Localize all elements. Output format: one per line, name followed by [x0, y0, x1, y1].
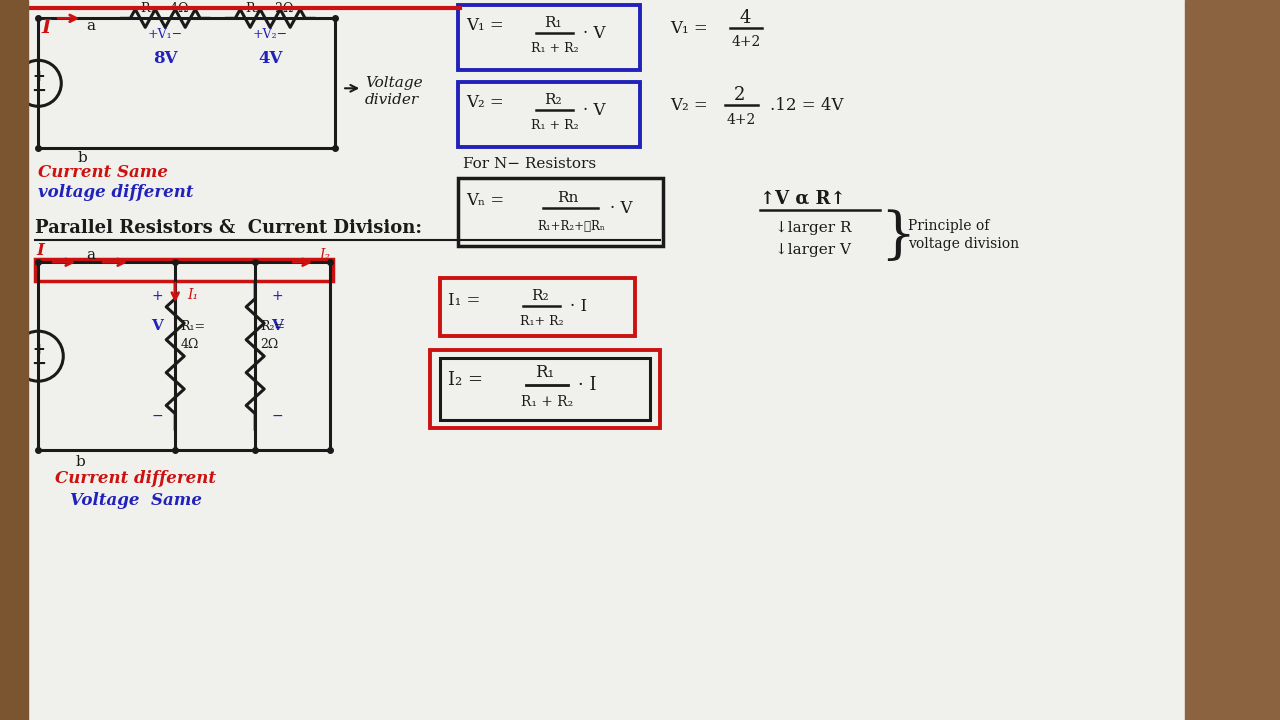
Text: Vₙ =: Vₙ = — [466, 192, 504, 209]
Text: +V₂−: +V₂− — [252, 28, 288, 41]
Text: · V: · V — [611, 199, 632, 217]
Text: R₂: R₂ — [544, 94, 562, 107]
Text: I₂: I₂ — [320, 248, 330, 262]
Text: −: − — [271, 409, 283, 423]
Text: divider: divider — [365, 94, 420, 107]
Text: R₁ + R₂: R₁ + R₂ — [531, 119, 579, 132]
Text: 4: 4 — [740, 9, 750, 27]
Text: −: − — [31, 355, 46, 373]
Text: 4Ω: 4Ω — [180, 338, 198, 351]
Text: +: + — [151, 289, 163, 303]
Text: V₂ =: V₂ = — [466, 94, 504, 111]
Text: +V₁−: +V₁− — [147, 28, 183, 41]
Text: Voltage: Voltage — [365, 76, 422, 90]
Text: R₁: R₁ — [544, 17, 562, 30]
Text: · V: · V — [582, 102, 605, 119]
Text: 12V: 12V — [6, 354, 31, 366]
Text: a: a — [86, 248, 95, 262]
Text: +: + — [32, 342, 45, 356]
Text: R₁+R₂+⋯Rₙ: R₁+R₂+⋯Rₙ — [538, 220, 605, 233]
Text: Current Same: Current Same — [38, 163, 168, 181]
Text: 8V: 8V — [154, 50, 178, 67]
Text: I: I — [42, 19, 51, 37]
Text: V: V — [151, 319, 163, 333]
Text: I₂ =: I₂ = — [448, 372, 483, 390]
Text: 2Ω: 2Ω — [260, 338, 279, 351]
Text: R₂= 2Ω: R₂= 2Ω — [247, 2, 294, 15]
Text: R₁+ R₂: R₁+ R₂ — [520, 315, 564, 328]
Text: ↑V α R↑: ↑V α R↑ — [760, 189, 846, 207]
Text: 4+2: 4+2 — [726, 113, 755, 127]
Text: V=: V= — [12, 67, 31, 80]
Text: Parallel Resistors &  Current Division:: Parallel Resistors & Current Division: — [36, 219, 422, 237]
Text: V: V — [271, 319, 283, 333]
Text: V=: V= — [12, 338, 31, 351]
Text: 2: 2 — [735, 86, 746, 104]
Text: V₂ =: V₂ = — [669, 96, 708, 114]
Text: b: b — [76, 455, 86, 469]
Text: .12 = 4V: .12 = 4V — [771, 96, 844, 114]
Text: −: − — [31, 82, 46, 100]
Text: I: I — [36, 242, 44, 258]
Text: −: − — [151, 409, 163, 423]
Text: For N− Resistors: For N− Resistors — [463, 157, 596, 171]
Text: }: } — [879, 209, 915, 264]
Text: · I: · I — [570, 297, 588, 315]
Text: R₁: R₁ — [535, 364, 554, 381]
Text: +: + — [271, 289, 283, 303]
Bar — [1185, 0, 1280, 720]
Text: 4V: 4V — [259, 50, 283, 67]
Text: V₁ =: V₁ = — [669, 20, 708, 37]
Text: I₁: I₁ — [187, 288, 198, 302]
Text: ↓larger R: ↓larger R — [774, 221, 851, 235]
Text: +: + — [32, 69, 45, 84]
Text: · I: · I — [579, 376, 596, 394]
Text: R₁=: R₁= — [180, 320, 205, 333]
Text: b: b — [77, 151, 87, 166]
Bar — [0, 0, 28, 720]
Text: Voltage  Same: Voltage Same — [70, 492, 202, 508]
Text: 4+2: 4+2 — [731, 35, 760, 50]
Text: R₁ + R₂: R₁ + R₂ — [521, 395, 573, 409]
Text: I₁ =: I₁ = — [448, 292, 480, 309]
Text: R₂=: R₂= — [260, 320, 285, 333]
Text: Current different: Current different — [55, 469, 216, 487]
Text: voltage division: voltage division — [908, 237, 1019, 251]
Text: Rn: Rn — [557, 192, 579, 205]
Text: R₂: R₂ — [531, 289, 549, 303]
Text: R₁ + R₂: R₁ + R₂ — [531, 42, 579, 55]
Text: R₁= 4Ω: R₁= 4Ω — [142, 2, 189, 15]
Text: V₁ =: V₁ = — [466, 17, 504, 34]
Text: 12V: 12V — [6, 77, 31, 90]
Text: · V: · V — [582, 24, 605, 42]
Text: Principle of: Principle of — [908, 219, 989, 233]
Text: ↓larger V: ↓larger V — [774, 243, 851, 257]
Text: voltage different: voltage different — [38, 184, 193, 201]
Text: a: a — [86, 19, 95, 33]
